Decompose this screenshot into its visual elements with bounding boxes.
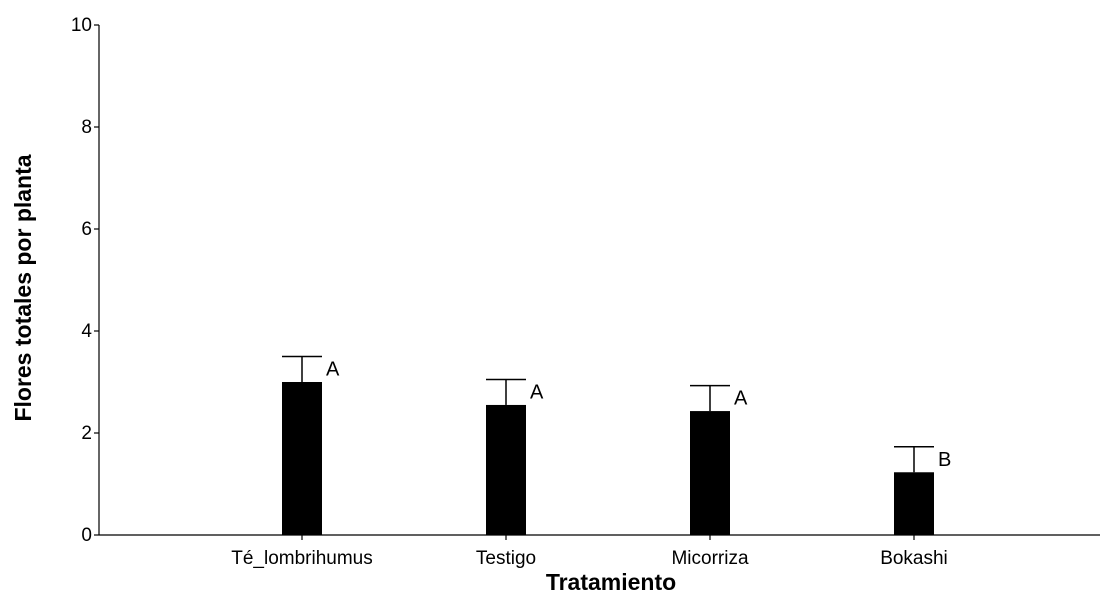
significance-letter: A	[530, 381, 544, 403]
bar	[690, 411, 730, 535]
y-tick-label: 6	[81, 219, 92, 240]
y-tick-label: 2	[81, 423, 92, 444]
bar	[486, 404, 526, 535]
significance-letter: B	[938, 449, 951, 471]
bars	[282, 382, 934, 535]
error-bars	[282, 355, 934, 473]
y-tick-label: 0	[81, 525, 92, 546]
x-axis-title: Tratamiento	[546, 569, 676, 595]
bar	[282, 382, 322, 535]
x-axis-ticks: Té_lombrihumus Testigo Micorriza Bokashi	[231, 535, 948, 569]
x-tick-label: Té_lombrihumus	[231, 548, 373, 569]
significance-letter: A	[326, 359, 340, 381]
y-axis-title: Flores totales por planta	[10, 154, 36, 421]
y-axis-ticks: 0 2 4 6 8 10	[71, 15, 99, 546]
bar	[894, 472, 934, 535]
y-tick-label: 4	[81, 321, 92, 342]
x-tick-label: Micorriza	[671, 548, 748, 569]
x-tick-label: Testigo	[476, 548, 536, 569]
y-tick-label: 8	[81, 117, 92, 138]
x-tick-label: Bokashi	[880, 548, 948, 569]
significance-letter: A	[734, 388, 748, 410]
y-tick-label: 10	[71, 15, 92, 36]
significance-labels: A A A B	[326, 359, 951, 471]
